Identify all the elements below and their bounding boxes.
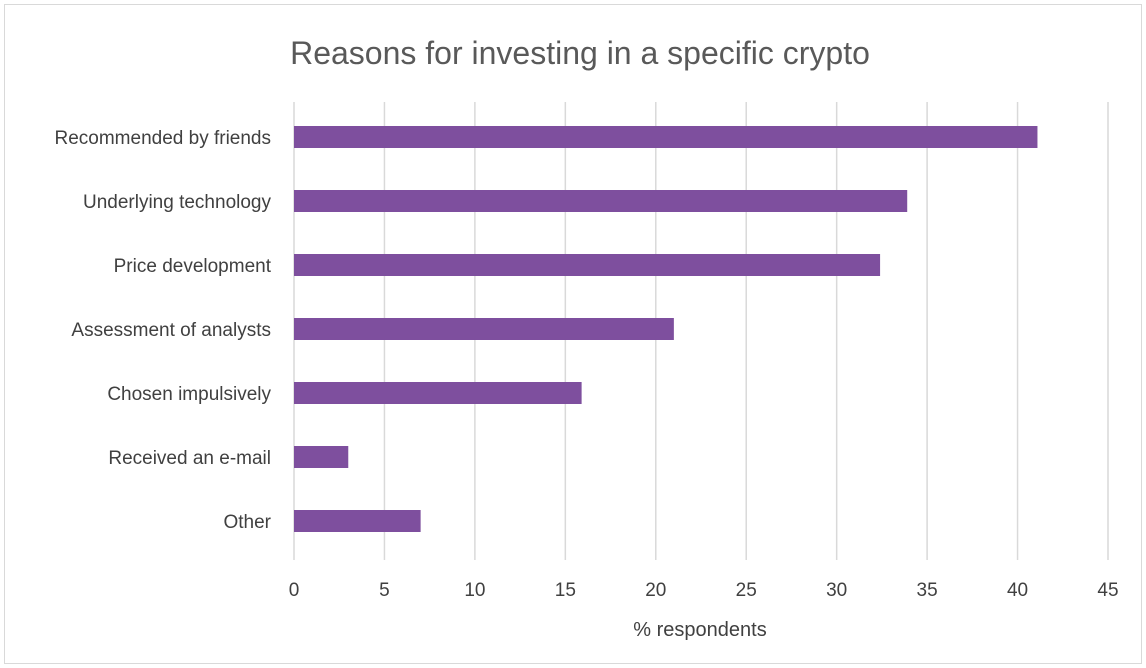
category-label: Assessment of analysts	[71, 320, 271, 341]
x-axis-title: % respondents	[633, 619, 766, 641]
bar	[294, 318, 674, 340]
x-tick-labels: 0 5 10 15 20 25 30 35 40 45	[289, 580, 1119, 601]
bar	[294, 190, 908, 212]
x-tick-label: 35	[917, 580, 938, 601]
category-label: Other	[223, 512, 271, 533]
x-tick-label: 40	[1007, 580, 1028, 601]
x-tick-label: 20	[645, 580, 666, 601]
chart-title: Reasons for investing in a specific cryp…	[290, 35, 870, 71]
category-label: Price development	[114, 256, 272, 277]
gridlines	[293, 102, 1109, 560]
bar	[294, 254, 881, 276]
bar	[294, 126, 1038, 148]
x-tick-label: 15	[555, 580, 576, 601]
category-labels: Recommended by friends Underlying technol…	[55, 128, 272, 533]
bars	[294, 126, 1038, 532]
bar	[294, 446, 349, 468]
x-tick-label: 45	[1097, 580, 1118, 601]
bar	[294, 382, 582, 404]
bar	[294, 510, 421, 532]
x-tick-label: 5	[379, 580, 390, 601]
category-label: Chosen impulsively	[107, 384, 271, 405]
category-label: Received an e-mail	[108, 448, 271, 469]
category-label: Underlying technology	[83, 192, 272, 213]
x-tick-label: 10	[464, 580, 485, 601]
x-tick-label: 25	[736, 580, 757, 601]
x-tick-label: 0	[289, 580, 300, 601]
x-tick-label: 30	[826, 580, 847, 601]
category-label: Recommended by friends	[55, 128, 272, 149]
